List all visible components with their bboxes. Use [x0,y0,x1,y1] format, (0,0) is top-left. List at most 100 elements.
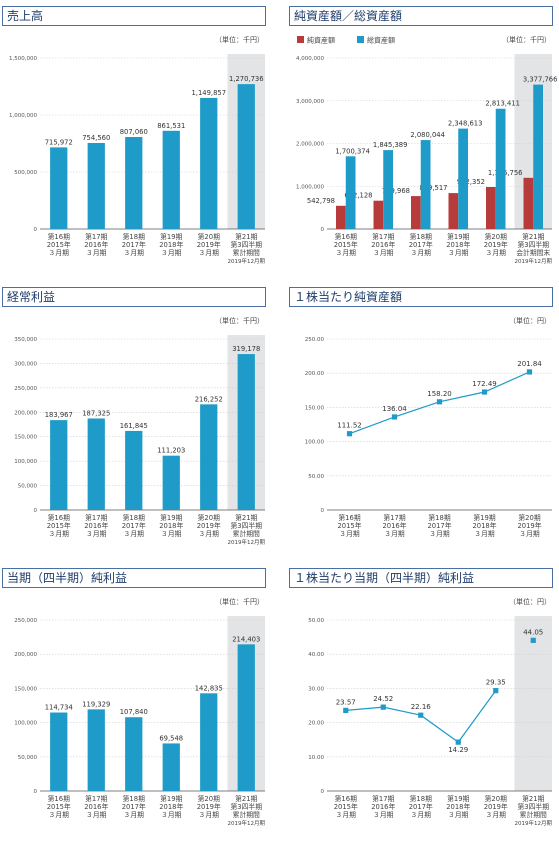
data-label: 22.16 [411,703,432,711]
y-tick-label: 1,000,000 [9,113,37,119]
x-tick-label: 2017年 [122,521,146,530]
x-tick-label: ３月期 [373,811,394,819]
bar [373,200,384,229]
x-tick-label: ３月期 [448,249,469,257]
data-label: 111.52 [337,422,362,430]
y-tick-label: 0 [321,227,325,233]
x-tick-label: 第17期 [85,513,107,522]
data-label: 29.35 [486,679,506,687]
x-tick-label: ３月期 [429,530,450,538]
x-tick-label: 累計期間 [233,248,260,257]
bar [411,196,421,229]
x-tick-label: 第16期 [48,513,70,522]
x-tick-label: 第20期 [198,513,220,522]
x-tick-label: 第18期 [123,513,145,522]
x-tick-label: 累計期間 [520,810,547,819]
y-tick-label: 100,000 [14,721,37,727]
data-label: 807,060 [120,128,148,136]
y-tick-label: 50.00 [308,474,324,480]
y-tick-label: 1,500,000 [9,56,37,62]
data-label: 201.84 [517,360,542,368]
data-label: 861,531 [157,122,185,130]
x-tick-label: 2019年12月期 [515,257,553,265]
data-label: 24.52 [373,695,393,703]
data-label: 44.05 [523,628,543,636]
data-label: 715,972 [45,138,73,146]
x-tick-label: 2019年12月期 [515,819,553,827]
x-tick-label: 第19期 [473,513,495,522]
data-label: 187,325 [82,409,110,417]
data-label: 839,517 [419,184,447,192]
chart-title: 純資産額／総資産額 [289,6,553,26]
bar [200,693,218,791]
y-tick-label: 200,000 [14,410,37,416]
x-tick-label: 第20期 [485,794,507,803]
bar [125,717,143,791]
data-label: 107,840 [120,708,148,716]
data-label: 216,252 [195,395,223,403]
x-tick-label: ３月期 [199,530,220,538]
unit-label: （単位：円） [509,316,551,325]
x-tick-label: 第19期 [160,794,182,803]
bar [50,712,68,791]
y-tick-label: 100,000 [14,459,37,465]
chart-title: １株当たり当期（四半期）純利益 [289,568,553,588]
data-point [343,707,349,713]
x-tick-label: 2017年 [122,240,146,249]
x-tick-label: ３月期 [49,249,70,257]
x-tick-label: 2017年 [427,521,451,530]
x-tick-label: 第18期 [428,513,450,522]
data-point [455,739,461,745]
y-tick-label: 0 [321,508,325,514]
x-tick-label: 第3四半期 [517,802,549,811]
y-tick-label: 40.00 [308,652,324,658]
data-point [436,399,443,405]
x-tick-label: 2019年 [197,240,221,249]
unit-label: （単位：千円） [215,35,264,44]
x-tick-label: ３月期 [411,249,432,257]
x-tick-label: 2019年12月期 [228,257,266,265]
data-label: 114,734 [45,704,73,712]
x-tick-label: 2015年 [334,240,358,249]
y-tick-label: 500,000 [14,170,37,176]
bar [50,147,68,229]
y-tick-label: 350,000 [14,337,37,343]
chart-panel-bps: １株当たり純資産額 （単位：円） 0 50.00 100.00 150.00 200.00… [289,287,557,557]
bar [162,130,180,229]
x-tick-label: 第18期 [123,794,145,803]
data-label: 172.49 [472,380,497,388]
x-tick-label: 第19期 [447,232,469,241]
x-tick-label: 2018年 [159,802,183,811]
data-label: 111,203 [157,447,185,455]
chart-panel-sales: 売上高 （単位：千円） 0 500,000 1,000,000 1,500,000 第16… [2,6,270,276]
bar [523,177,534,229]
x-tick-label: ３月期 [124,530,145,538]
y-tick-label: 300,000 [14,361,37,367]
x-tick-label: 2015年 [334,802,358,811]
net-income-chart: （単位：千円） 0 50,000 100,000 150,000 200,000 250,0… [14,597,265,827]
y-tick-label: 50,000 [18,484,38,490]
y-tick-label: 200.00 [305,371,325,377]
y-tick-label: 150.00 [305,405,325,411]
x-tick-label: 2016年 [84,521,108,530]
x-tick-label: ３月期 [161,530,182,538]
x-tick-label: 第3四半期 [230,521,262,530]
highlight-band [514,616,552,791]
x-tick-label: 2019年12月期 [228,538,266,546]
data-label: 214,403 [232,635,260,643]
y-tick-label: 250.00 [305,337,325,343]
bar [87,142,105,229]
x-tick-label: 第17期 [85,232,107,241]
x-tick-label: 第21期 [235,513,257,522]
data-label: 542,798 [307,197,335,205]
bar [87,709,105,791]
data-label: 2,348,613 [448,120,483,128]
x-tick-label: ３月期 [448,811,469,819]
unit-label: （単位：千円） [502,35,551,44]
legend-swatch [357,36,364,43]
x-tick-label: ３月期 [49,811,70,819]
bps-chart: （単位：円） 0 50.00 100.00 150.00 200.00 250.00 第16期… [305,316,552,538]
x-tick-label: 第3四半期 [230,802,262,811]
x-tick-label: 2017年 [409,240,433,249]
x-tick-label: 第19期 [160,232,182,241]
